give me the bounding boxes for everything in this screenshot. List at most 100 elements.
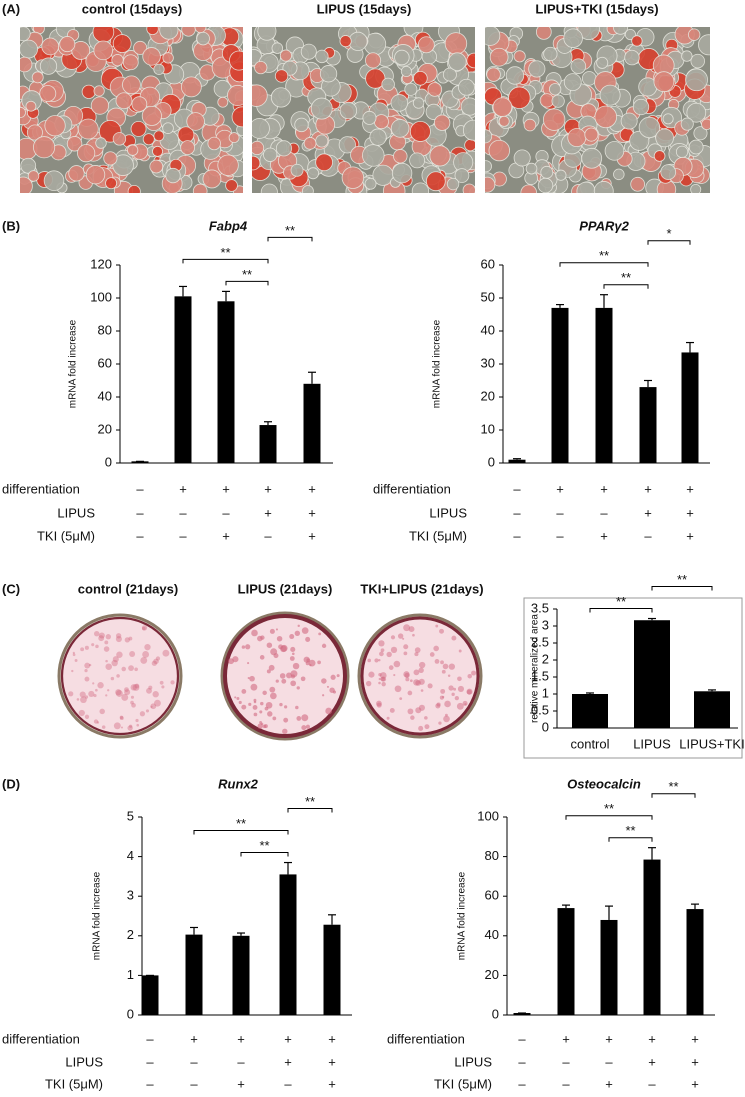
cell	[260, 183, 278, 193]
cell	[567, 128, 587, 148]
treatment-mark: –	[600, 505, 608, 520]
stain	[326, 685, 329, 688]
treatment-mark: –	[146, 1031, 154, 1046]
stain	[433, 645, 439, 652]
cell	[653, 150, 666, 162]
cell	[33, 136, 56, 159]
stain	[136, 723, 140, 727]
significance-bracket	[651, 793, 696, 798]
y-tick-label: 50	[481, 289, 495, 304]
chart-title: Fabp4	[209, 218, 248, 233]
stain	[283, 717, 289, 723]
stain	[247, 662, 250, 665]
stain	[467, 673, 472, 679]
cell	[630, 176, 646, 192]
treatment-label: differentiation	[2, 1031, 80, 1046]
stain	[96, 721, 100, 724]
stain	[457, 685, 465, 693]
cell	[417, 36, 435, 54]
stain	[439, 628, 444, 634]
treatment-mark: +	[648, 1031, 656, 1046]
treatment-mark: –	[136, 528, 144, 543]
treatment-label: LIPUS	[65, 1054, 103, 1069]
stain	[397, 633, 404, 639]
cell	[252, 140, 265, 156]
x-tick-label: LIPUS	[633, 736, 671, 751]
stain	[134, 667, 138, 672]
stain	[241, 689, 247, 694]
cell	[105, 177, 118, 190]
cell	[192, 183, 208, 193]
stain	[275, 628, 278, 631]
cell	[594, 105, 618, 129]
treatment-mark: +	[686, 481, 694, 496]
cell	[131, 96, 148, 112]
cell	[369, 128, 387, 146]
significance-label: **	[242, 267, 252, 282]
stain	[154, 699, 161, 707]
image-caption: control (15days)	[82, 1, 182, 16]
stain	[116, 674, 120, 678]
cell	[315, 153, 333, 172]
cell	[112, 154, 134, 176]
y-tick-label: 30	[481, 355, 495, 370]
stain	[245, 644, 251, 650]
cell	[341, 166, 365, 189]
treatment-mark: –	[644, 528, 652, 543]
treatment-mark: –	[518, 1031, 526, 1046]
stain	[84, 676, 90, 682]
cell	[39, 57, 58, 75]
cell	[90, 96, 110, 115]
y-tick-label: 60	[481, 256, 495, 271]
cell	[59, 36, 76, 53]
stain	[321, 678, 327, 684]
cell	[364, 177, 377, 190]
stain	[466, 688, 473, 695]
stain	[152, 691, 159, 698]
stain	[128, 724, 133, 728]
bar	[681, 352, 699, 463]
stain	[95, 688, 98, 692]
stain	[301, 627, 309, 634]
cell	[413, 70, 428, 86]
stain	[336, 674, 340, 678]
stain	[250, 683, 258, 691]
significance-bracket	[193, 830, 289, 835]
bar	[513, 1013, 531, 1015]
stain	[448, 663, 455, 670]
stain	[130, 700, 134, 705]
treatment-mark: –	[179, 505, 187, 520]
stain	[251, 629, 258, 637]
stain	[405, 677, 410, 682]
image-caption: TKI+LIPUS (21days)	[360, 581, 483, 596]
image-caption: LIPUS+TKI (15days)	[535, 1, 658, 16]
bar	[279, 874, 297, 1015]
treatment-mark: +	[328, 1054, 336, 1069]
treatment-mark: +	[644, 481, 652, 496]
y-tick-label: 0.5	[531, 702, 549, 717]
stain	[259, 655, 265, 660]
cell	[425, 171, 446, 192]
stain	[278, 644, 283, 650]
cell	[513, 149, 531, 167]
treatment-label: differentiation	[373, 481, 451, 496]
stain	[129, 651, 136, 657]
stain	[386, 716, 390, 720]
cell	[146, 27, 159, 35]
cell	[390, 119, 410, 138]
y-axis-label: mRNA fold increase	[92, 871, 103, 960]
stain	[170, 680, 175, 685]
cell	[275, 140, 292, 157]
cell	[254, 60, 268, 75]
panel-label: (C)	[2, 581, 20, 596]
cell	[513, 50, 526, 63]
significance-bracket	[287, 808, 333, 813]
treatment-label: LIPUS	[429, 505, 467, 520]
stain	[325, 707, 333, 715]
stain	[297, 624, 300, 628]
stain	[279, 673, 286, 679]
stain	[107, 689, 110, 692]
cell	[127, 144, 139, 156]
treatment-mark: +	[605, 1076, 613, 1091]
stain	[329, 687, 335, 693]
